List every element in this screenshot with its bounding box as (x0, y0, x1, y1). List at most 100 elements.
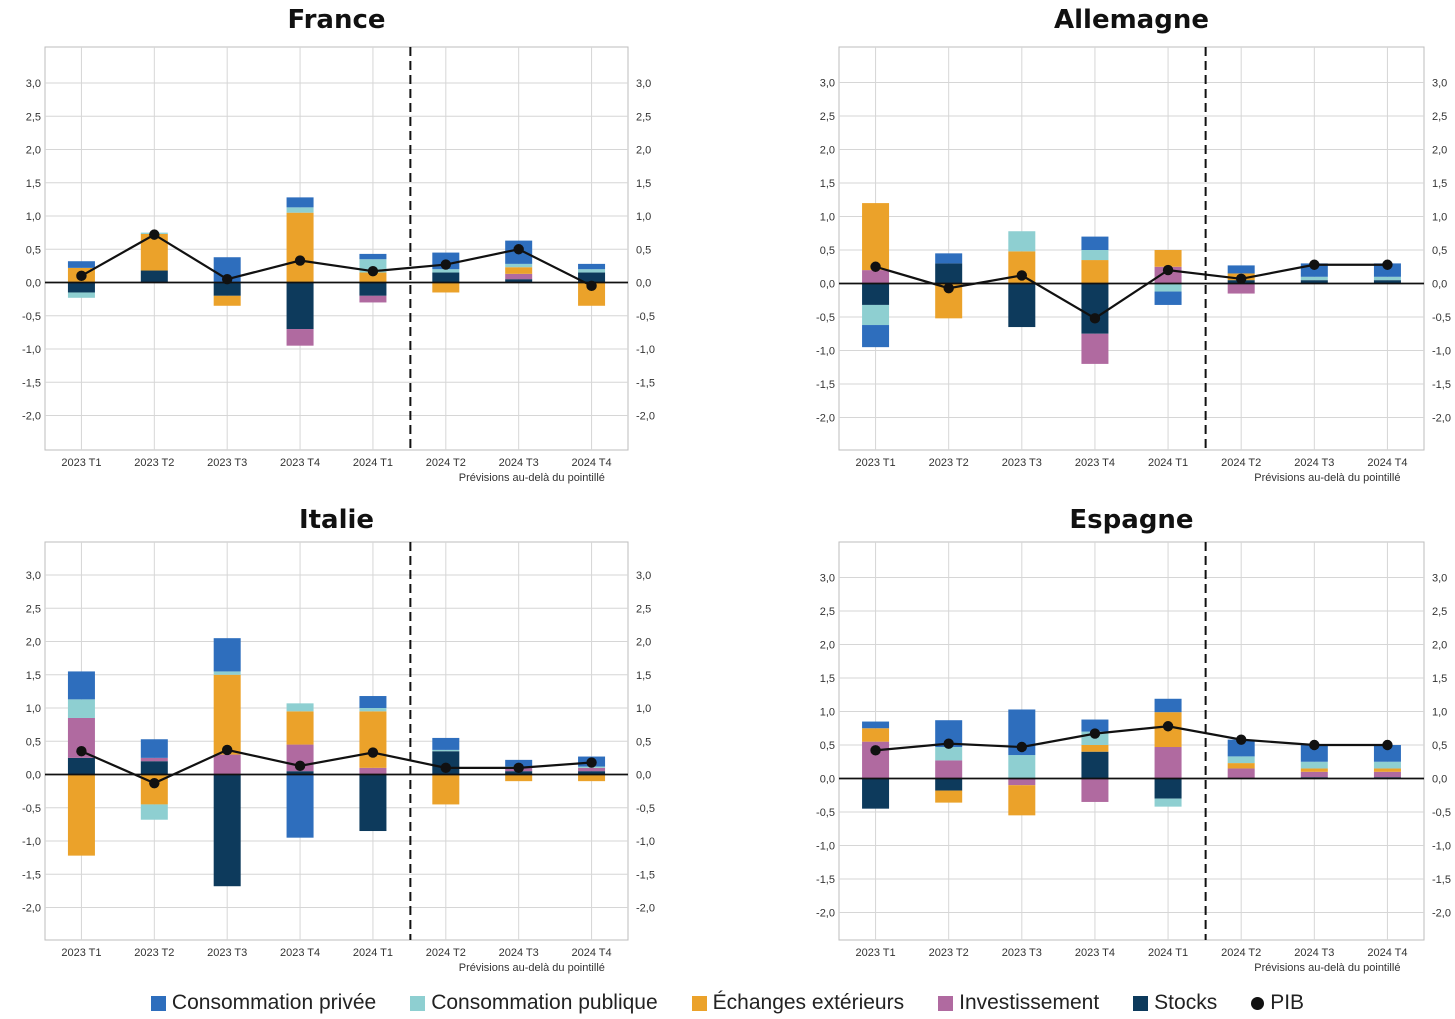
y-tick-label-left: 2,0 (820, 145, 835, 157)
y-tick-label-left: 3,0 (26, 78, 41, 90)
x-tick-label: 2024 T1 (1148, 457, 1188, 469)
bar-consommation-publique (67, 699, 95, 718)
y-tick-label-left: -2,0 (22, 903, 41, 915)
bar-echanges-exterieurs (862, 728, 890, 742)
y-tick-label-left: 1,5 (26, 178, 41, 190)
pib-point (870, 745, 881, 756)
y-tick-label-left: -2,0 (816, 908, 835, 920)
pib-point (1016, 270, 1028, 281)
bar-investissement (286, 329, 314, 346)
bar-echanges-exterieurs (213, 674, 241, 755)
y-tick-label-left: 2,5 (26, 111, 41, 123)
bar-investissement (140, 757, 168, 762)
y-tick-label-left: -0,5 (816, 807, 835, 819)
bar-stocks (432, 272, 460, 283)
y-tick-label-left: 0,5 (820, 740, 835, 752)
bar-consommation-privee (286, 197, 314, 208)
bar-investissement (862, 270, 890, 284)
y-tick-label-right: 0,0 (1432, 774, 1447, 786)
y-tick-label-right: -2,0 (1432, 908, 1451, 920)
y-tick-label-right: 1,5 (636, 670, 651, 682)
bar-consommation-privee (862, 325, 890, 348)
plot-frame (838, 46, 1425, 451)
forecast-note: Prévisions au-delà du pointillé (1254, 472, 1400, 484)
bar-echanges-exterieurs (67, 774, 95, 856)
pib-point (440, 762, 452, 774)
pib-point (1309, 739, 1320, 751)
bar-stocks (213, 282, 241, 296)
pib-line (80, 748, 592, 785)
bar-stocks (862, 283, 890, 305)
bar-consommation-publique (1300, 761, 1328, 769)
bar-investissement (578, 767, 606, 772)
plot-frame (44, 46, 629, 451)
y-tick-label-left: -1,0 (22, 836, 41, 848)
x-tick-label: 2023 T3 (1002, 457, 1042, 469)
bar-consommation-privee (359, 253, 387, 260)
legend-item-echanges-exterieurs: Échanges extérieurs (691, 991, 904, 1015)
bar-stocks (578, 771, 606, 775)
bar-consommation-publique (1300, 276, 1328, 281)
y-tick-label-left: 1,0 (26, 211, 41, 223)
pib-point (943, 282, 954, 294)
y-tick-label-left: 1,0 (820, 212, 835, 224)
bar-stocks (140, 270, 168, 283)
y-tick-label-left: -2,0 (22, 411, 41, 423)
y-tick-label-left: 0,0 (26, 278, 41, 290)
bar-investissement (935, 760, 963, 779)
y-tick-label-left: -1,0 (816, 346, 835, 358)
chart-legend: Consommation privée Consommation publique… (0, 988, 1455, 1018)
bar-consommation-privee (67, 261, 95, 268)
legend-swatch (1133, 995, 1149, 1011)
legend-item-stocks: Stocks (1133, 991, 1217, 1015)
x-tick-label: 2023 T1 (61, 457, 101, 469)
bar-consommation-privee (359, 696, 387, 708)
y-tick-label-right: -1,0 (1432, 346, 1451, 358)
x-tick-label: 2023 T4 (1075, 947, 1115, 959)
y-tick-label-left: -1,5 (816, 379, 835, 391)
y-tick-label-right: -1,5 (1432, 379, 1451, 391)
pib-line (80, 233, 593, 287)
bar-stocks (862, 778, 890, 809)
y-tick-label-right: -1,0 (636, 344, 655, 356)
legend-label: Consommation privée (171, 991, 377, 1014)
bar-stocks (1154, 778, 1182, 799)
bar-investissement (359, 767, 387, 775)
x-tick-label: 2024 T3 (499, 457, 539, 469)
bar-consommation-publique (1008, 755, 1036, 779)
bar-investissement (1373, 771, 1401, 778)
pib-point (76, 746, 87, 757)
y-tick-label-right: 0,5 (636, 244, 651, 256)
y-tick-label-right: -1,5 (1432, 874, 1451, 886)
pib-point (1162, 721, 1174, 732)
bar-consommation-publique (1154, 283, 1182, 292)
bar-stocks (359, 774, 387, 832)
pib-point (221, 273, 233, 285)
bar-stocks (140, 761, 168, 775)
y-tick-label-right: -2,0 (1432, 413, 1451, 425)
chart-title: France (287, 5, 385, 35)
bar-echanges-exterieurs (432, 282, 460, 293)
y-tick-label-right: -2,0 (636, 411, 655, 423)
bar-consommation-privee (432, 737, 460, 750)
bar-consommation-publique (578, 269, 606, 273)
x-tick-label: 2024 T1 (353, 947, 393, 959)
pib-point (294, 255, 306, 266)
bar-consommation-privee (935, 253, 963, 264)
x-tick-label: 2023 T2 (929, 947, 969, 959)
x-tick-label: 2023 T1 (855, 947, 895, 959)
pib-point (149, 777, 160, 789)
y-tick-label-left: -1,0 (816, 841, 835, 853)
bar-echanges-exterieurs (1227, 763, 1255, 769)
pib-point (149, 229, 160, 240)
pib-point (1309, 259, 1320, 270)
bar-consommation-publique (505, 263, 533, 268)
bar-consommation-publique (286, 703, 314, 712)
x-tick-label: 2023 T3 (1002, 947, 1042, 959)
y-tick-label-left: 2,0 (820, 640, 835, 652)
y-tick-label-right: 2,5 (636, 111, 651, 123)
bar-consommation-privee (1227, 739, 1255, 757)
bar-investissement (1008, 778, 1036, 786)
bar-stocks (935, 778, 963, 791)
bar-stocks (505, 279, 533, 283)
